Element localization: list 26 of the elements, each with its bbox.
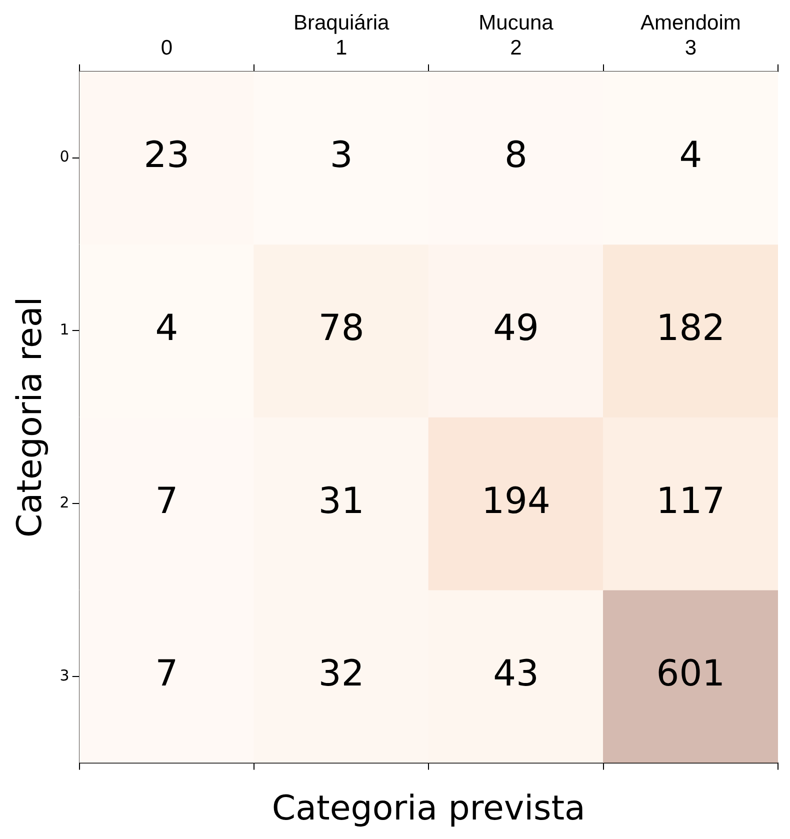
y-tick-label: 0 bbox=[60, 148, 70, 166]
data-label: 182 bbox=[656, 308, 726, 350]
data-label: 601 bbox=[656, 654, 726, 695]
data-label: 3 bbox=[330, 135, 353, 176]
x-axis-title: Categoria prevista bbox=[272, 788, 586, 828]
x-tick-label: 0 bbox=[160, 36, 173, 60]
data-label: 194 bbox=[482, 480, 550, 522]
x-tick-label: Amendoim 3 bbox=[640, 11, 741, 60]
x-tick-label: Mucuna 2 bbox=[478, 11, 554, 60]
data-label: 32 bbox=[318, 654, 364, 695]
data-label: 4 bbox=[679, 135, 702, 176]
x-tick-label: Braquiária 1 bbox=[293, 11, 390, 60]
data-label: 7 bbox=[155, 480, 178, 522]
data-label: 117 bbox=[656, 480, 726, 522]
y-axis-title: Categoria real bbox=[10, 296, 50, 538]
data-label: 23 bbox=[144, 135, 190, 176]
y-tick-label: 3 bbox=[60, 666, 70, 684]
data-label: 43 bbox=[493, 654, 539, 695]
y-tick-label: 2 bbox=[60, 493, 70, 512]
data-label: 4 bbox=[155, 308, 178, 350]
data-label: 8 bbox=[504, 135, 528, 176]
data-label: 7 bbox=[155, 654, 178, 695]
data-label: 31 bbox=[318, 480, 364, 522]
data-label: 78 bbox=[318, 308, 364, 350]
data-label: 49 bbox=[493, 308, 539, 350]
y-tick-label: 1 bbox=[60, 320, 70, 339]
